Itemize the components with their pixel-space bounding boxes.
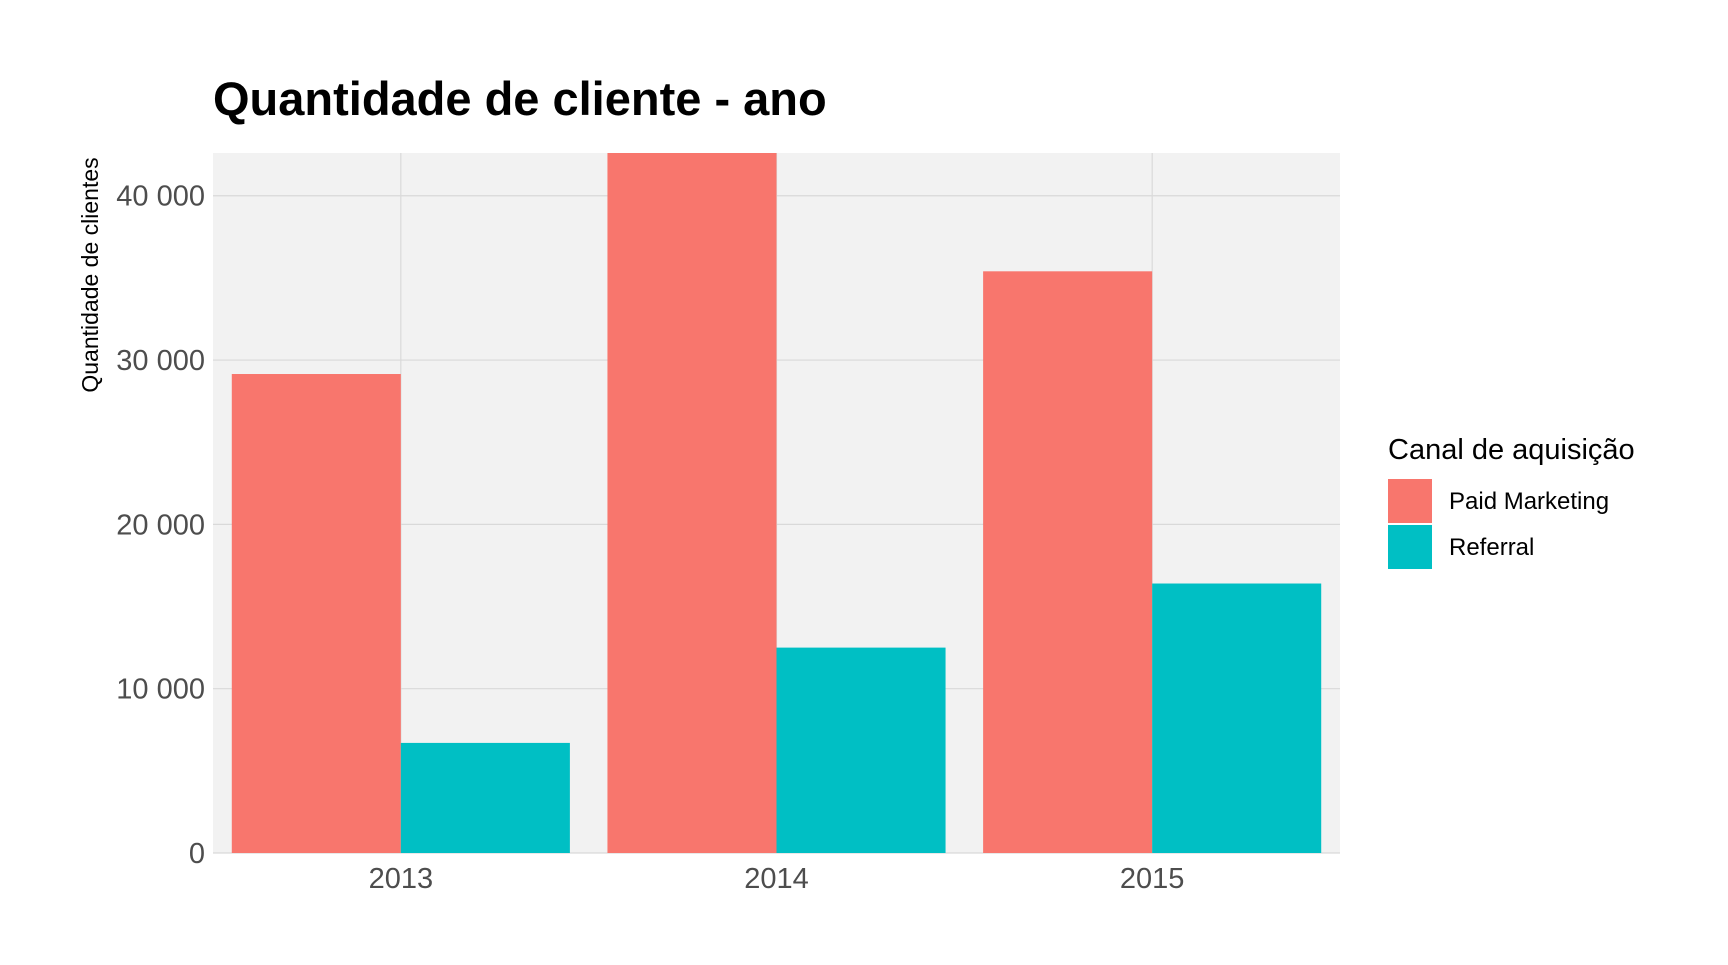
bar-paid-marketing-2015 <box>983 271 1153 854</box>
bar-paid-marketing-2013 <box>231 374 401 853</box>
y-tick-label: 10 000 <box>116 674 205 706</box>
legend-title: Canal de aquisição <box>1388 434 1635 466</box>
x-tick-label: 2015 <box>1120 863 1185 895</box>
legend: Canal de aquisição Paid Marketing Referra… <box>1388 434 1635 569</box>
y-axis-ticks: 0 10 000 20 000 30 000 40 000 <box>116 181 205 870</box>
bar-paid-marketing-2014 <box>607 153 777 853</box>
legend-key-paid-marketing <box>1388 479 1432 523</box>
legend-key-referral <box>1388 525 1432 569</box>
bar-referral-2015 <box>1152 583 1322 853</box>
x-axis-ticks: 2013 2014 2015 <box>369 863 1185 895</box>
bar-referral-2014 <box>776 647 946 853</box>
bar-referral-2013 <box>400 742 570 853</box>
y-axis-label: Quantidade de clientes <box>77 157 103 392</box>
bars <box>231 153 1322 854</box>
chart-title: Quantidade de cliente - ano <box>213 72 827 125</box>
x-tick-label: 2013 <box>369 863 434 895</box>
y-tick-label: 30 000 <box>116 345 205 377</box>
legend-items: Paid Marketing Referral <box>1388 479 1609 569</box>
y-tick-label: 0 <box>189 838 205 870</box>
legend-label-referral: Referral <box>1449 534 1534 561</box>
y-tick-label: 20 000 <box>116 509 205 541</box>
legend-label-paid-marketing: Paid Marketing <box>1449 488 1609 515</box>
y-tick-label: 40 000 <box>116 181 205 213</box>
x-tick-label: 2014 <box>744 863 809 895</box>
